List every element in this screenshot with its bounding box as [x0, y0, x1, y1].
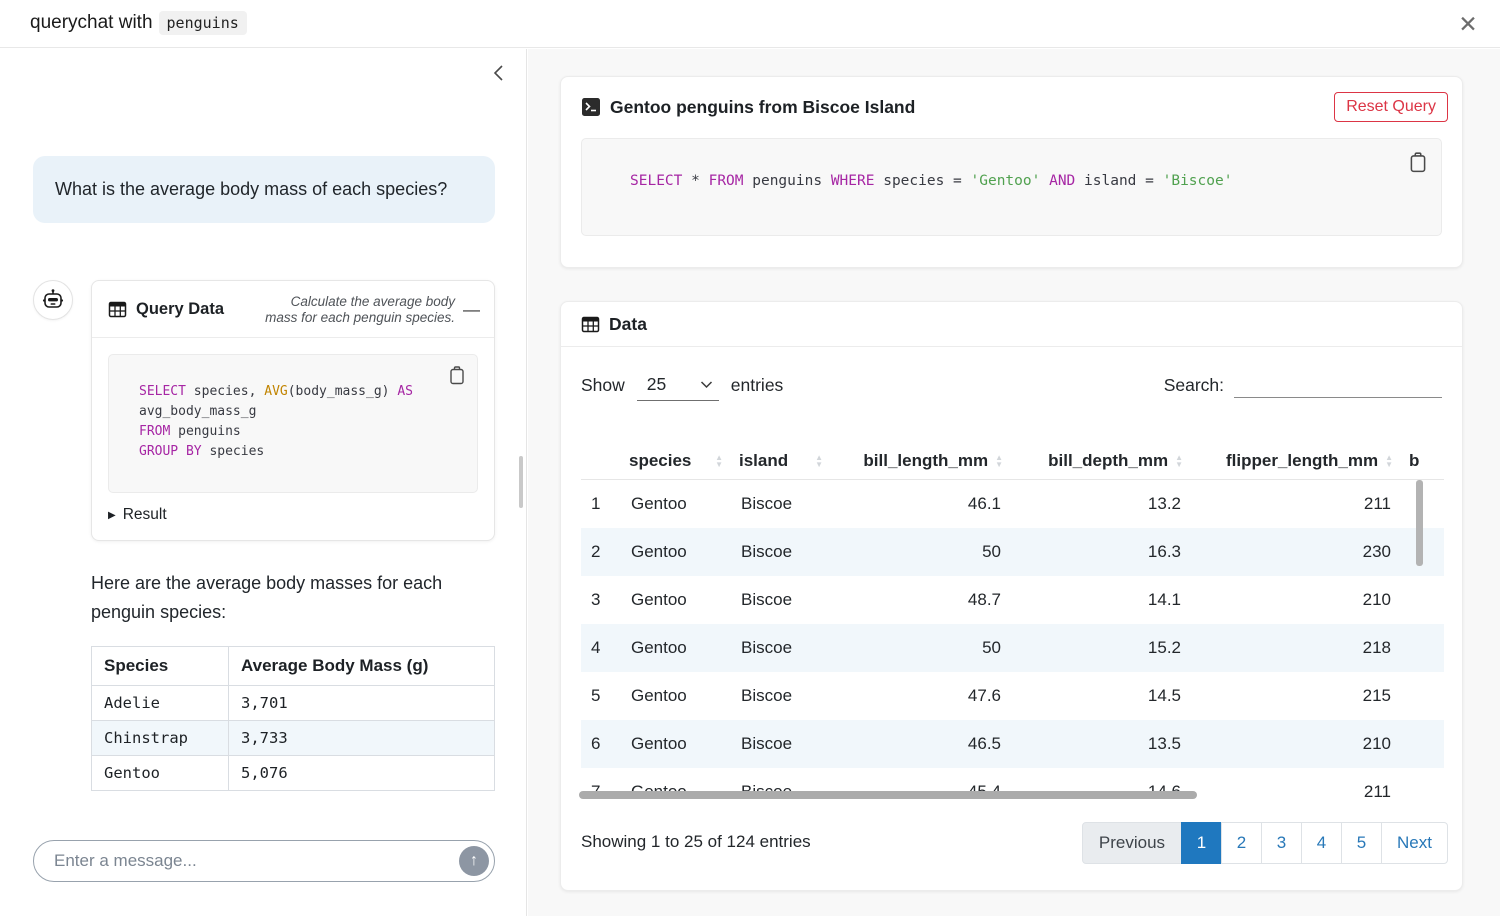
- table-icon: [108, 301, 127, 318]
- page-button-5[interactable]: 5: [1341, 822, 1383, 864]
- column-header-species[interactable]: species ▲ ▼: [629, 450, 723, 470]
- sql-code-block: SELECT * FROM penguins WHERE species = '…: [630, 173, 1233, 189]
- table-row: 3 Gentoo Biscoe 48.7 14.1 210: [591, 590, 1391, 609]
- data-card-title: Data: [609, 313, 647, 334]
- triangle-right-icon: ▶: [108, 509, 116, 521]
- user-message-bubble: What is the average body mass of each sp…: [33, 156, 495, 223]
- tool-call-card: Query Data Calculate the average body ma…: [91, 280, 495, 541]
- entries-label: entries: [730, 374, 784, 395]
- tool-card-subtitle: Calculate the average body mass for each…: [265, 294, 455, 325]
- tool-card-header: Query Data Calculate the average body ma…: [92, 281, 494, 338]
- search-input[interactable]: [1234, 372, 1442, 398]
- minimize-card-icon[interactable]: —: [463, 299, 480, 319]
- sort-icon: ▲ ▼: [715, 452, 723, 469]
- copy-icon[interactable]: [445, 363, 469, 387]
- table-vertical-scrollbar[interactable]: [1416, 480, 1423, 566]
- data-table-card: Data Show 25 entries Search: species ▲ ▼ is…: [560, 301, 1463, 891]
- app-title: querychat with penguins: [30, 11, 247, 35]
- table-row: 2 Gentoo Biscoe 50 16.3 230: [581, 528, 1444, 576]
- table-row: 6 Gentoo Biscoe 46.5 13.5 210: [581, 720, 1444, 768]
- chat-message-input[interactable]: [54, 842, 434, 880]
- query-card-header: Gentoo penguins from Biscoe Island Reset…: [561, 77, 1462, 128]
- summary-table: Species Average Body Mass (g) Adelie 3,70…: [91, 646, 495, 791]
- column-header-b: b: [1409, 450, 1420, 470]
- data-table-header-row: species ▲ ▼ island ▲ ▼ bill_length_mm ▲ ▼ bill_de…: [581, 442, 1444, 480]
- sql-code-block: SELECT species, AVG(body_mass_g) AS avg_b…: [139, 384, 413, 459]
- column-header-bill_depth_mm[interactable]: bill_depth_mm ▲ ▼: [1048, 450, 1183, 470]
- sidebar-scrollbar[interactable]: [519, 456, 523, 508]
- table-icon: [581, 316, 600, 332]
- dataset-chip: penguins: [158, 11, 247, 35]
- assistant-message-text: Here are the average body masses for eac…: [91, 573, 443, 622]
- app-title-text: querychat with: [30, 12, 153, 33]
- bot-avatar: [33, 280, 73, 320]
- sort-icon: ▲ ▼: [1175, 452, 1183, 469]
- collapse-sidebar-icon[interactable]: [491, 62, 513, 84]
- show-label: Show: [581, 374, 625, 395]
- chat-input-container: ↑: [33, 840, 495, 882]
- table-horizontal-scrollbar[interactable]: [579, 791, 1197, 799]
- main-panel: Gentoo penguins from Biscoe Island Reset…: [528, 49, 1500, 916]
- column-header-bill_length_mm[interactable]: bill_length_mm ▲ ▼: [863, 450, 1003, 470]
- query-title: Gentoo penguins from Biscoe Island: [610, 96, 916, 117]
- user-message-text: What is the average body mass of each sp…: [55, 179, 448, 199]
- tool-card-body: SELECT species, AVG(body_mass_g) AS avg_b…: [92, 338, 494, 540]
- search-container: Search:: [1164, 372, 1442, 398]
- page-button-1[interactable]: 1: [1181, 822, 1223, 864]
- data-table-body: 1 Gentoo Biscoe 46.1 13.2 211 2 Gentoo Biscoe 50 1…: [581, 480, 1444, 799]
- page-size-value: 25: [646, 373, 667, 394]
- table-info-text: Showing 1 to 25 of 124 entries: [581, 832, 811, 851]
- summary-table-header-row: Species Average Body Mass (g): [91, 646, 495, 686]
- previous-page-button[interactable]: Previous: [1081, 822, 1183, 864]
- reset-query-button[interactable]: Reset Query: [1334, 92, 1448, 122]
- send-button[interactable]: ↑: [459, 846, 489, 876]
- summary-row: Chinstrap 3,733: [91, 720, 495, 756]
- column-header-flipper_length_mm[interactable]: flipper_length_mm ▲ ▼: [1225, 450, 1393, 470]
- pagination: Previous 1 2 3 4 5 Next: [1081, 822, 1448, 864]
- chevron-down-icon: [700, 380, 712, 388]
- sort-icon: ▲ ▼: [1385, 452, 1393, 469]
- tool-card-title: Query Data: [136, 300, 225, 318]
- column-header-index: [581, 442, 621, 479]
- table-row: 4 Gentoo Biscoe 50 15.2 218: [581, 624, 1444, 672]
- page-button-2[interactable]: 2: [1221, 822, 1263, 864]
- summary-col-species: Species: [91, 646, 229, 686]
- table-row: 1 Gentoo Biscoe 46.1 13.2 211: [591, 494, 1391, 513]
- page-size-select[interactable]: 25: [636, 370, 719, 401]
- table-row: 5 Gentoo Biscoe 47.6 14.5 215: [591, 686, 1391, 705]
- search-label: Search:: [1163, 374, 1224, 395]
- result-toggle[interactable]: ▶ Result: [108, 506, 167, 524]
- current-query-card: Gentoo penguins from Biscoe Island Reset…: [560, 76, 1463, 268]
- next-page-button[interactable]: Next: [1381, 822, 1448, 864]
- sort-icon: ▲ ▼: [815, 452, 823, 469]
- copy-icon[interactable]: [1405, 149, 1429, 173]
- arrow-up-icon: ↑: [470, 852, 478, 869]
- summary-col-avg-mass: Average Body Mass (g): [228, 646, 495, 686]
- table-controls: Show 25 entries Search:: [581, 364, 1442, 406]
- close-icon[interactable]: ✕: [1452, 8, 1484, 40]
- sort-icon: ▲ ▼: [995, 452, 1003, 469]
- data-card-header: Data: [561, 302, 1462, 347]
- summary-row: Gentoo 5,076: [91, 755, 495, 791]
- robot-icon: [42, 289, 64, 308]
- title-bar: querychat with penguins ✕: [0, 0, 1500, 48]
- chat-sidebar: What is the average body mass of each sp…: [0, 49, 527, 916]
- column-header-island[interactable]: island ▲ ▼: [739, 450, 823, 470]
- summary-row: Adelie 3,701: [91, 685, 495, 721]
- page-button-4[interactable]: 4: [1301, 822, 1343, 864]
- result-toggle-label: Result: [122, 506, 167, 523]
- terminal-icon: [582, 98, 600, 116]
- page-button-3[interactable]: 3: [1261, 822, 1303, 864]
